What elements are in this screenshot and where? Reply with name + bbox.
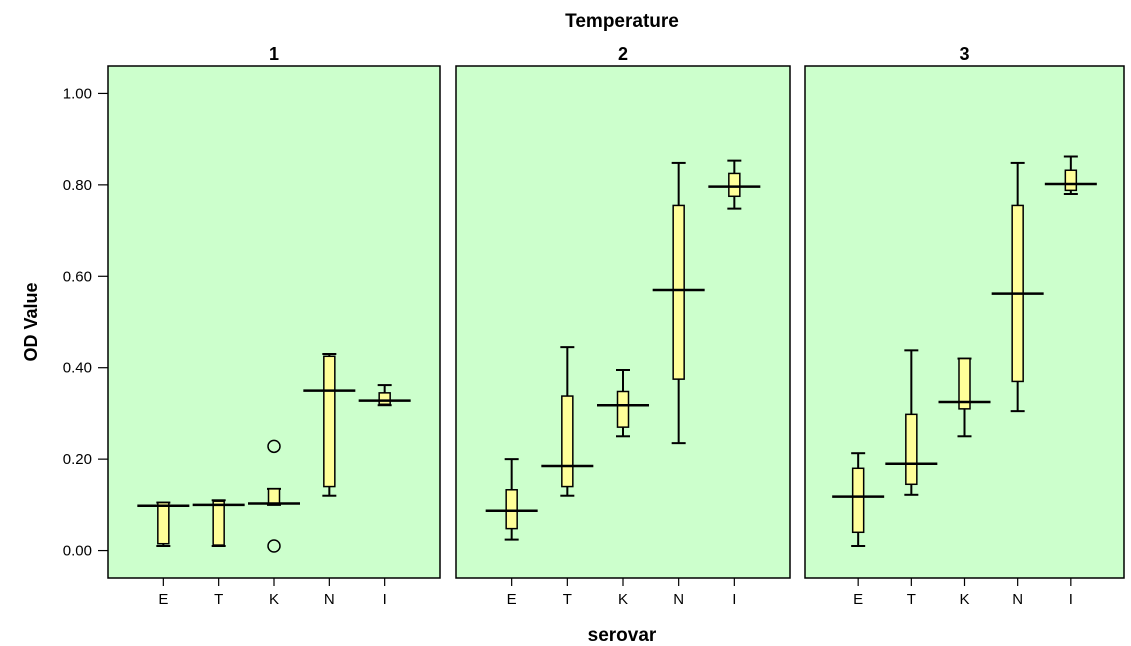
box-1-E [137,501,190,547]
box-iqr [616,390,630,428]
x-tick-label: T [214,591,223,608]
box-iqr [157,501,170,545]
box-iqr [505,489,518,530]
box-iqr [378,392,391,406]
x-tick-label: E [853,591,863,608]
chart-title: Temperature [565,11,679,32]
x-tick-label: K [269,591,279,608]
box-2-N [652,161,705,445]
panel-2: 2 E T K N I [455,44,791,608]
x-tick-label: T [563,591,572,608]
x-tick-label: I [732,591,736,608]
y-tick-label: 0.80 [63,177,92,194]
box-iqr [905,413,918,486]
outlier-point [267,439,281,454]
outlier-point [267,539,281,553]
y-tick-label: 0.40 [63,360,92,377]
x-tick-label: E [158,591,168,608]
box-iqr [728,172,741,198]
box-2-I [708,159,761,210]
x-axis-label: serovar [588,625,657,646]
box-iqr [561,395,574,488]
box-1-N [303,353,356,497]
box-2-T [541,346,594,497]
box-iqr [267,488,281,506]
box-1-I [358,384,411,407]
y-tick-label: 1.00 [63,85,92,102]
y-tick-label: 0.20 [63,451,92,468]
box-1-K [248,439,300,553]
x-tick-label: E [507,591,517,608]
box-3-T [885,349,938,496]
box-iqr [851,467,865,534]
x-tick-label: T [907,591,916,608]
box-3-K [938,357,991,438]
box-iqr [212,500,225,546]
panel-1: 1 E T K N I [107,44,441,608]
y-tick-label: 0.60 [63,268,92,285]
panel-label: 2 [618,44,628,64]
box-3-N [991,161,1044,413]
panel-label: 1 [269,44,279,64]
box-3-E [832,452,885,547]
x-tick-label: I [383,591,387,608]
x-tick-label: K [618,591,628,608]
x-tick-label: I [1069,591,1073,608]
box-iqr [1064,169,1078,192]
y-axis-label: OD Value [21,282,41,361]
y-tick-label: 0.00 [63,543,92,560]
panel-3: 3 E T K N I [804,44,1125,608]
x-tick-label: N [324,591,335,608]
panels: 1 E T K N I 2 E T K N I 3 E T K N I [107,44,1125,608]
y-axis: 0.00 0.20 0.40 0.60 0.80 1.00 [63,85,108,560]
box-2-K [597,369,649,438]
x-tick-label: N [673,591,684,608]
box-iqr [672,204,685,380]
x-tick-label: K [959,591,969,608]
box-iqr [323,355,336,488]
x-tick-label: N [1012,591,1023,608]
box-1-T [192,499,245,547]
box-3-I [1044,155,1097,195]
box-iqr [958,357,971,410]
box-2-E [485,458,538,541]
panel-label: 3 [959,44,969,64]
